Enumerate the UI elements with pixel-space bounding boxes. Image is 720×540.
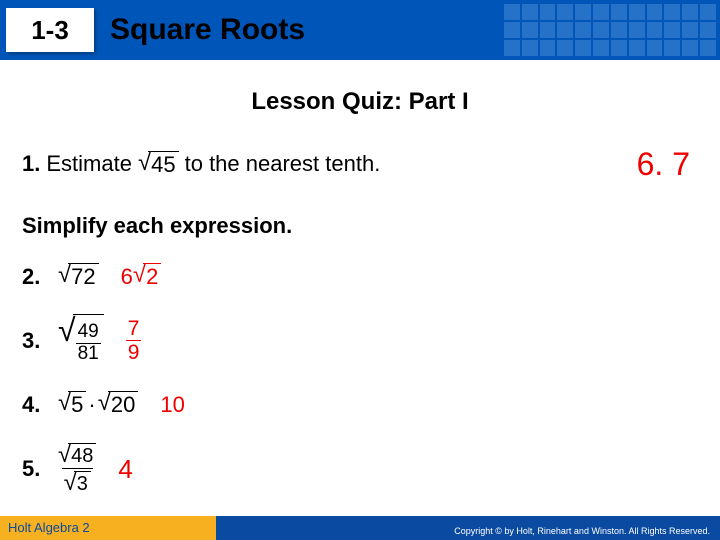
- question-3-expression: √ 49 81: [58, 314, 104, 367]
- question-2-answer: 6 √ 2: [121, 263, 162, 290]
- instruction-text: Simplify each expression.: [22, 213, 698, 239]
- radicand-fraction: 49 81: [73, 314, 104, 367]
- radicand: 5: [68, 391, 86, 418]
- fraction: 49 81: [76, 322, 101, 365]
- question-2-number: 2.: [22, 264, 54, 290]
- fraction-top: √ 48: [58, 443, 96, 468]
- question-1-text-before: Estimate: [46, 151, 132, 177]
- fraction-bot: √ 3: [62, 468, 93, 496]
- question-1-number: 1.: [22, 151, 40, 177]
- fraction-bot: 9: [126, 340, 142, 364]
- question-5-expression: √ 48 √ 3: [58, 443, 96, 496]
- question-4-answer: 10: [160, 392, 184, 418]
- sqrt-expression: √ 2: [133, 263, 161, 290]
- question-1-answer: 6. 7: [637, 146, 690, 183]
- sqrt-expression: √ 72: [58, 263, 99, 290]
- radicand: 3: [74, 471, 91, 496]
- footer-label: Holt Algebra 2: [8, 520, 90, 535]
- header-bar: 1-3 Square Roots: [0, 0, 720, 60]
- question-1: 1. Estimate √ 45 to the nearest tenth. 6…: [22, 146, 698, 183]
- fraction-top: 49: [78, 322, 99, 343]
- content-area: 1. Estimate √ 45 to the nearest tenth. 6…: [0, 146, 720, 496]
- lesson-badge: 1-3: [6, 8, 94, 52]
- sqrt-expression: √ 45: [138, 151, 179, 178]
- radicand: 45: [148, 151, 178, 178]
- question-4: 4. √ 5 · √ 20 10: [22, 391, 698, 418]
- question-2: 2. √ 72 6 √ 2: [22, 263, 698, 290]
- page-title: Square Roots: [110, 13, 305, 47]
- sqrt-expression: √ 20: [98, 391, 139, 418]
- expression-fraction: √ 48 √ 3: [58, 443, 96, 496]
- radicand: 20: [108, 391, 138, 418]
- fraction-bot: 81: [76, 343, 101, 365]
- radicand: 48: [68, 443, 96, 468]
- question-1-prompt: 1. Estimate √ 45 to the nearest tenth.: [22, 151, 380, 178]
- quiz-subtitle: Lesson Quiz: Part I: [0, 88, 720, 116]
- header-grid-decoration: [500, 0, 720, 60]
- multiply-dot: ·: [88, 392, 95, 418]
- question-1-text-after: to the nearest tenth.: [185, 151, 381, 177]
- answer-fraction: 7 9: [126, 317, 142, 364]
- question-4-expression: √ 5 · √ 20: [58, 391, 138, 418]
- radicand: 2: [143, 263, 161, 290]
- radicand: 72: [68, 263, 98, 290]
- question-3-number: 3.: [22, 328, 54, 354]
- question-5-number: 5.: [22, 456, 54, 482]
- sqrt-expression: √ 5: [58, 391, 86, 418]
- question-5-answer: 4: [118, 454, 132, 485]
- lesson-number: 1-3: [31, 15, 69, 46]
- copyright-text: Copyright © by Holt, Rinehart and Winsto…: [454, 526, 710, 536]
- question-3: 3. √ 49 81 7 9: [22, 314, 698, 367]
- question-2-expression: √ 72: [58, 263, 99, 290]
- question-4-number: 4.: [22, 392, 54, 418]
- question-3-answer: 7 9: [126, 317, 142, 364]
- answer-coeff: 6: [121, 264, 133, 290]
- sqrt-expression: √ 49 81: [58, 314, 104, 367]
- sqrt-expression: √ 3: [64, 471, 91, 496]
- sqrt-expression: √ 48: [58, 443, 96, 468]
- question-5: 5. √ 48 √ 3 4: [22, 443, 698, 496]
- fraction-top: 7: [128, 317, 140, 340]
